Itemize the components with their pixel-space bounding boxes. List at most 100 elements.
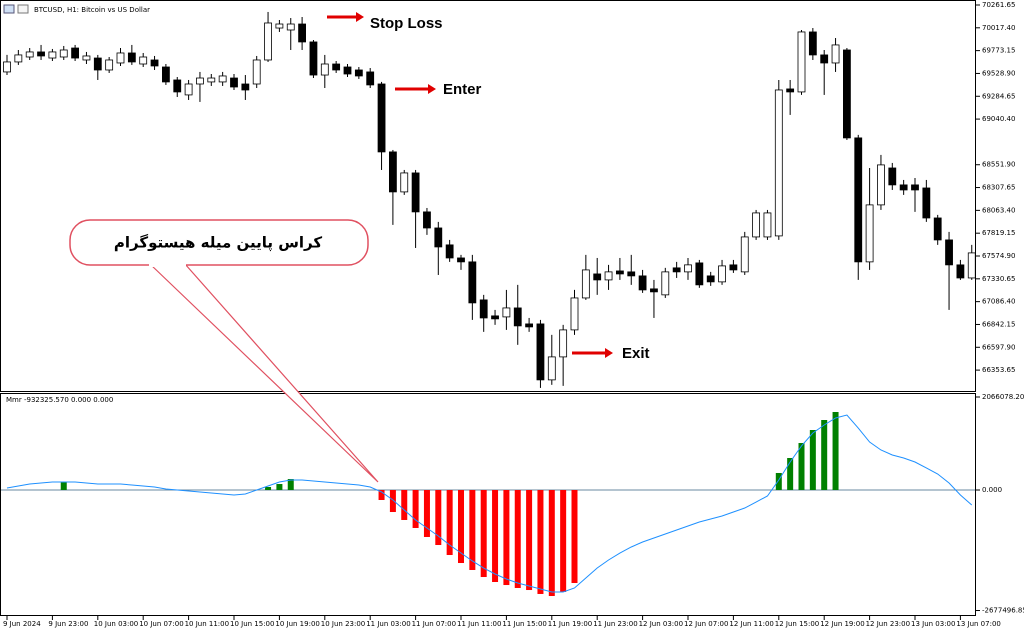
candle-body: [207, 77, 216, 83]
x-tick-label: 12 Jun 03:00: [639, 620, 683, 628]
candle-body: [479, 299, 488, 319]
candle-body: [343, 66, 352, 75]
y-tick-label: 68551.90: [982, 161, 1015, 169]
candle-body: [298, 23, 307, 43]
chart-icon: [17, 4, 29, 14]
candle-body: [774, 89, 783, 237]
candle-body: [434, 227, 443, 248]
histogram-bar: [446, 490, 453, 555]
candle-body: [377, 83, 386, 153]
candle-body: [695, 262, 704, 286]
candle-body: [729, 264, 738, 271]
candle-body: [513, 307, 522, 327]
candle-body: [865, 204, 874, 263]
x-tick-label: 9 Jun 23:00: [48, 620, 88, 628]
histogram-bar: [287, 479, 294, 491]
histogram-bar: [571, 490, 578, 583]
x-tick-label: 13 Jun 07:00: [956, 620, 1000, 628]
candle-body: [196, 77, 204, 85]
x-tick-label: 10 Jun 07:00: [139, 620, 183, 628]
candle-body: [616, 270, 624, 275]
candle-body: [684, 264, 692, 273]
candle-body: [843, 49, 851, 139]
candle-body: [922, 187, 931, 219]
candle-body: [127, 52, 136, 63]
candle-body: [547, 356, 556, 381]
x-tick-label: 11 Jun 15:00: [502, 620, 546, 628]
y-tick-label: 68063.40: [982, 206, 1015, 214]
candle-body: [14, 54, 23, 63]
candle-body: [252, 59, 261, 85]
x-tick-label: 11 Jun 11:00: [457, 620, 501, 628]
x-tick-label: 12 Jun 19:00: [820, 620, 864, 628]
candle-body: [820, 54, 829, 64]
histogram-bar: [412, 490, 419, 528]
candle-body: [150, 59, 159, 67]
x-tick-label: 10 Jun 23:00: [321, 620, 365, 628]
y-tick-label: 0.000: [982, 486, 1002, 494]
candle-body: [320, 63, 329, 76]
candle-body: [536, 323, 545, 381]
candle-body: [82, 55, 91, 61]
candle-body: [877, 164, 885, 206]
candle-body: [445, 244, 454, 259]
candle-body: [59, 49, 68, 58]
candle-body: [945, 239, 953, 266]
candle-body: [468, 261, 477, 304]
candle-body: [706, 275, 715, 283]
candle-body: [911, 184, 919, 191]
y-tick-label: 2066078.208: [982, 393, 1024, 401]
histogram-bar: [560, 490, 567, 592]
candle-body: [230, 77, 238, 88]
candle-body: [797, 31, 806, 93]
annotation-arrows: [327, 12, 613, 358]
candle-body: [854, 137, 863, 263]
candle-body: [956, 264, 965, 279]
trade-annotation: Stop Loss: [370, 15, 443, 32]
candle-body: [37, 51, 45, 57]
indicator-pane: [0, 393, 976, 616]
histogram-bar: [548, 490, 555, 597]
candle-body: [93, 57, 102, 71]
candle-body: [933, 217, 942, 241]
candle-body: [899, 184, 908, 191]
candle-body: [286, 23, 295, 31]
histogram-bar: [276, 484, 283, 491]
candle-body: [309, 41, 318, 76]
candle-body: [638, 275, 647, 291]
candle-body: [354, 69, 363, 77]
candle-body: [71, 47, 79, 59]
candle-body: [740, 236, 749, 273]
x-tick-label: 9 Jun 2024: [3, 620, 41, 628]
histogram-bar: [389, 490, 396, 513]
candle-body: [581, 269, 590, 299]
y-tick-label: 69773.15: [982, 47, 1015, 55]
histogram-bar: [480, 490, 487, 578]
signal-line: [6, 414, 973, 593]
candle-body: [275, 23, 284, 29]
y-tick-label: 69284.65: [982, 92, 1015, 100]
callout-text: کراس پایین میله هیستوگرام: [114, 234, 322, 253]
chart-icon: [3, 4, 15, 14]
candle-body: [139, 56, 148, 65]
histogram-bar: [526, 490, 533, 591]
y-tick-label: 70261.65: [982, 1, 1015, 9]
histogram-bar: [514, 490, 521, 588]
x-tick-label: 12 Jun 07:00: [684, 620, 728, 628]
candle-body: [502, 307, 511, 318]
candle-body: [184, 83, 193, 96]
candle-body: [525, 323, 533, 328]
candle-body: [718, 265, 726, 283]
y-tick-label: 68307.65: [982, 184, 1015, 192]
histogram-bar: [832, 411, 839, 491]
candle-body: [661, 271, 670, 296]
candle-body: [786, 88, 795, 93]
histogram-bar: [775, 472, 782, 491]
x-tick-label: 11 Jun 03:00: [366, 620, 410, 628]
y-tick-label: 69528.90: [982, 69, 1015, 77]
x-tick-label: 10 Jun 11:00: [185, 620, 229, 628]
chart-title: BTCUSD, H1: Bitcoin vs US Dollar: [34, 6, 150, 14]
histogram-bar: [798, 443, 805, 491]
y-tick-label: 69040.40: [982, 115, 1015, 123]
